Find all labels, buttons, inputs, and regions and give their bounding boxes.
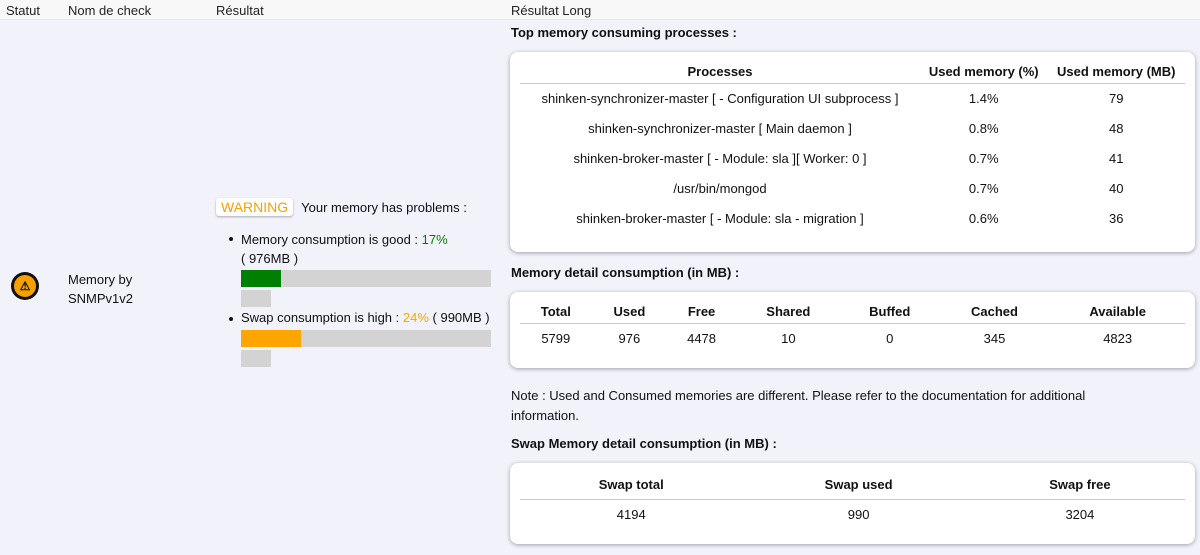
col-header: Swap total — [520, 463, 743, 500]
table-cell: 0.8% — [968, 120, 999, 136]
swap-progress-bar — [241, 330, 491, 347]
top-processes-title: Top memory consuming processes : — [511, 25, 737, 40]
processes-table: Processes Used memory (%) Used memory (M… — [520, 52, 1185, 233]
table-cell: 0.6% — [968, 210, 999, 226]
swap-table: Swap total Swap used Swap free 4194 990 3204 — [520, 463, 1185, 529]
col-header: Cached — [938, 292, 1051, 324]
swap-card: Swap total Swap used Swap free 4194 990 3204 — [510, 463, 1195, 544]
col-header: Processes — [520, 52, 920, 84]
table-cell: 3204 — [1065, 506, 1095, 522]
table-cell: 79 — [1109, 90, 1124, 106]
table-row: shinken-synchronizer-master [ Main daemo… — [520, 113, 1185, 143]
col-header: Used memory (MB) — [1047, 52, 1185, 84]
header-name[interactable]: Nom de check — [68, 3, 152, 18]
memory-progress-bar — [241, 270, 491, 287]
table-cell: shinken-broker-master [ - Module: sla - … — [576, 210, 864, 226]
warning-icon: ⚠ — [11, 272, 39, 300]
table-cell: 4823 — [1103, 330, 1133, 346]
memory-percent: 17% — [421, 232, 448, 247]
col-header: Buffed — [840, 292, 939, 324]
table-cell: 0 — [886, 330, 894, 346]
table-row: shinken-broker-master [ - Module: sla - … — [520, 203, 1185, 233]
note: Note : Used and Consumed memories are di… — [511, 388, 1086, 423]
table-cell: 990 — [847, 506, 870, 522]
table-cell: 48 — [1109, 120, 1124, 136]
detail-table: Total Used Free Shared Buffed Cached Available… — [520, 292, 1185, 353]
table-cell: 0.7% — [968, 150, 999, 166]
bullet — [229, 317, 233, 321]
table-cell: 40 — [1109, 180, 1124, 196]
table-cell: shinken-synchronizer-master [ - Configur… — [541, 90, 899, 106]
memory-progress-stub — [241, 290, 271, 307]
swap-value: ( 990MB ) — [428, 310, 490, 325]
processes-card: Processes Used memory (%) Used memory (M… — [510, 52, 1195, 252]
col-header: Used memory (%) — [920, 52, 1048, 84]
table-header: Statut Nom de check Résultat Résultat Lo… — [0, 0, 1200, 20]
col-header: Used — [591, 292, 668, 324]
table-row: shinken-broker-master [ - Module: sla ][… — [520, 143, 1185, 173]
col-header: Available — [1050, 292, 1185, 324]
table-cell: 345 — [983, 330, 1006, 346]
table-cell: shinken-synchronizer-master [ Main daemo… — [588, 120, 852, 136]
table-cell: 4478 — [687, 330, 717, 346]
table-cell: 0.7% — [968, 180, 999, 196]
table-cell: 976 — [618, 330, 641, 346]
table-cell: 10 — [781, 330, 796, 346]
bullet — [229, 237, 233, 241]
swap-line: Swap consumption is high : 24% ( 990MB ) — [241, 310, 490, 325]
table-cell: 36 — [1109, 210, 1124, 226]
table-row: /usr/bin/mongod 0.7% 40 — [520, 173, 1185, 203]
col-header: Swap free — [974, 463, 1185, 500]
memory-value: ( 976MB ) — [241, 251, 299, 266]
table-cell: /usr/bin/mongod — [673, 180, 767, 196]
detail-title: Memory detail consumption (in MB) : — [511, 265, 740, 280]
header-long[interactable]: Résultat Long — [511, 3, 592, 18]
table-row: shinken-synchronizer-master [ - Configur… — [520, 83, 1185, 113]
status-badge: WARNING — [216, 198, 294, 216]
col-header: Total — [520, 292, 592, 324]
detail-card: Total Used Free Shared Buffed Cached Available… — [510, 292, 1195, 368]
table-cell: shinken-broker-master [ - Module: sla ][… — [573, 150, 867, 166]
swap-progress-stub — [241, 350, 271, 367]
table-cell: 4194 — [616, 506, 646, 522]
header-status[interactable]: Statut — [6, 3, 40, 18]
table-cell: 1.4% — [968, 90, 999, 106]
table-cell: 5799 — [541, 330, 571, 346]
col-header: Shared — [735, 292, 841, 324]
memory-line: Memory consumption is good : 17% ( 976MB… — [241, 232, 448, 266]
table-cell: 41 — [1109, 150, 1124, 166]
result-message: Your memory has problems : — [301, 199, 467, 215]
check-name[interactable]: Memory by SNMPv1v2 — [68, 272, 134, 306]
swap-percent: 24% — [402, 310, 429, 325]
col-header: Swap used — [742, 463, 975, 500]
header-result[interactable]: Résultat — [216, 3, 264, 18]
col-header: Free — [667, 292, 736, 324]
swap-title: Swap Memory detail consumption (in MB) : — [511, 436, 777, 451]
